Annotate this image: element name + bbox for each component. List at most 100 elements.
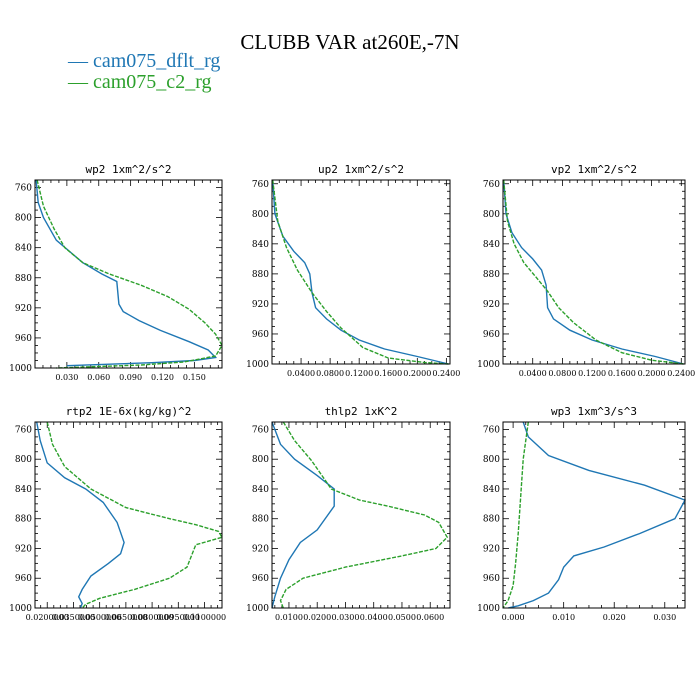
series-line-c2: [46, 421, 224, 609]
x-tick-label: 0.0300: [331, 613, 359, 622]
y-tick-label: 880: [15, 274, 32, 284]
y-tick-label: 1000: [477, 360, 500, 370]
x-tick-label: 0.090: [119, 373, 142, 382]
x-tick-label: 0.150: [183, 373, 206, 382]
x-tick-label: 0.120: [151, 373, 174, 382]
x-tick-label: 0.0350000: [52, 613, 95, 622]
y-tick-label: 920: [483, 544, 500, 554]
y-tick-label: 880: [483, 270, 500, 280]
y-tick-label: 920: [252, 300, 269, 310]
panel-title: thlp2 1xK^2: [325, 405, 398, 418]
x-tick-label: 0.0800: [548, 369, 576, 378]
y-tick-label: 840: [15, 244, 32, 254]
y-tick-label: 1000: [246, 360, 269, 370]
y-tick-label: 920: [483, 300, 500, 310]
panel-title: rtp2 1E-6x(kg/kg)^2: [66, 405, 192, 418]
y-tick-label: 840: [483, 240, 500, 250]
x-tick-label: 0.020: [603, 613, 626, 622]
y-tick-label: 760: [252, 180, 269, 190]
x-tick-label: 0.0600: [416, 613, 444, 622]
y-tick-label: 880: [252, 270, 269, 280]
series-line-c2: [272, 179, 449, 365]
panel-frame: [271, 179, 451, 365]
series-line-c2: [36, 179, 223, 369]
x-tick-label: 0.0200: [303, 613, 331, 622]
y-tick-label: 960: [252, 330, 269, 340]
x-tick-label: 0.030: [55, 373, 78, 382]
y-tick-label: 920: [15, 304, 32, 314]
y-tick-label: 880: [252, 515, 269, 525]
y-tick-label: 800: [483, 455, 500, 465]
y-tick-label: 1000: [9, 364, 32, 374]
x-tick-label: 0.0650000: [104, 613, 147, 622]
x-tick-label: 0.0400: [360, 613, 388, 622]
y-tick-label: 1000: [477, 604, 500, 614]
y-tick-label: 960: [483, 574, 500, 584]
y-tick-label: 800: [252, 455, 269, 465]
y-tick-label: 880: [15, 515, 32, 525]
x-tick-label: 0.1100000: [183, 613, 226, 622]
y-tick-label: 840: [252, 485, 269, 495]
x-tick-label: 0.1600: [374, 369, 402, 378]
x-tick-label: 0.0500: [388, 613, 416, 622]
y-tick-label: 800: [483, 210, 500, 220]
x-tick-label: 0.060: [87, 373, 110, 382]
y-tick-label: 760: [483, 180, 500, 190]
x-tick-label: 0.2400: [432, 369, 460, 378]
y-tick-label: 1000: [9, 604, 32, 614]
panel-title: wp3 1xm^3/s^3: [551, 405, 637, 418]
panel-title: vp2 1xm^2/s^2: [551, 163, 637, 176]
panel-title: wp2 1xm^2/s^2: [85, 163, 171, 176]
y-tick-label: 1000: [246, 604, 269, 614]
series-line-dflt: [507, 421, 687, 609]
y-tick-label: 800: [15, 214, 32, 224]
x-tick-label: 0.0500000: [78, 613, 121, 622]
x-tick-label: 0.030: [653, 613, 676, 622]
legend-entry-c2: — cam075_c2_rg: [68, 71, 212, 93]
series-line-dflt: [503, 179, 684, 365]
y-tick-label: 760: [483, 425, 500, 435]
x-tick-label: 0.2000: [638, 369, 666, 378]
panel-frame: [502, 179, 686, 365]
y-tick-label: 760: [15, 184, 32, 194]
panel-frame: [502, 421, 686, 609]
x-tick-label: 0.1200: [345, 369, 373, 378]
series-line-dflt: [271, 421, 335, 609]
y-tick-label: 840: [15, 485, 32, 495]
panel-frame: [34, 421, 223, 609]
y-tick-label: 880: [483, 515, 500, 525]
x-tick-label: 0.0950000: [157, 613, 200, 622]
x-tick-label: 0.0800000: [130, 613, 173, 622]
x-tick-label: 0.2000: [403, 369, 431, 378]
x-tick-label: 0.1200: [578, 369, 606, 378]
y-tick-label: 960: [252, 574, 269, 584]
x-tick-label: 0.0400: [519, 369, 547, 378]
y-tick-label: 840: [252, 240, 269, 250]
series-line-dflt: [35, 179, 218, 367]
x-tick-label: 0.1600: [608, 369, 636, 378]
x-tick-label: 0.2400: [667, 369, 695, 378]
series-line-dflt: [272, 179, 449, 365]
y-tick-label: 960: [15, 334, 32, 344]
y-tick-label: 840: [483, 485, 500, 495]
x-tick-label: 0.0100: [275, 613, 303, 622]
series-line-c2: [503, 179, 684, 365]
y-tick-label: 800: [252, 210, 269, 220]
x-tick-label: 0.0200000: [26, 613, 69, 622]
x-tick-label: 0.000: [502, 613, 525, 622]
panel-frame: [34, 179, 223, 369]
series-line-c2: [502, 421, 529, 609]
y-tick-label: 920: [15, 544, 32, 554]
y-tick-label: 960: [483, 330, 500, 340]
y-tick-label: 760: [15, 425, 32, 435]
y-tick-label: 920: [252, 544, 269, 554]
series-line-c2: [279, 421, 449, 609]
y-tick-label: 960: [15, 574, 32, 584]
x-tick-label: 0.0400: [287, 369, 315, 378]
figure-title: CLUBB VAR at260E,-7N: [240, 30, 460, 54]
y-tick-label: 760: [252, 425, 269, 435]
panel-title: up2 1xm^2/s^2: [318, 163, 404, 176]
series-line-dflt: [36, 421, 125, 609]
y-tick-label: 800: [15, 455, 32, 465]
